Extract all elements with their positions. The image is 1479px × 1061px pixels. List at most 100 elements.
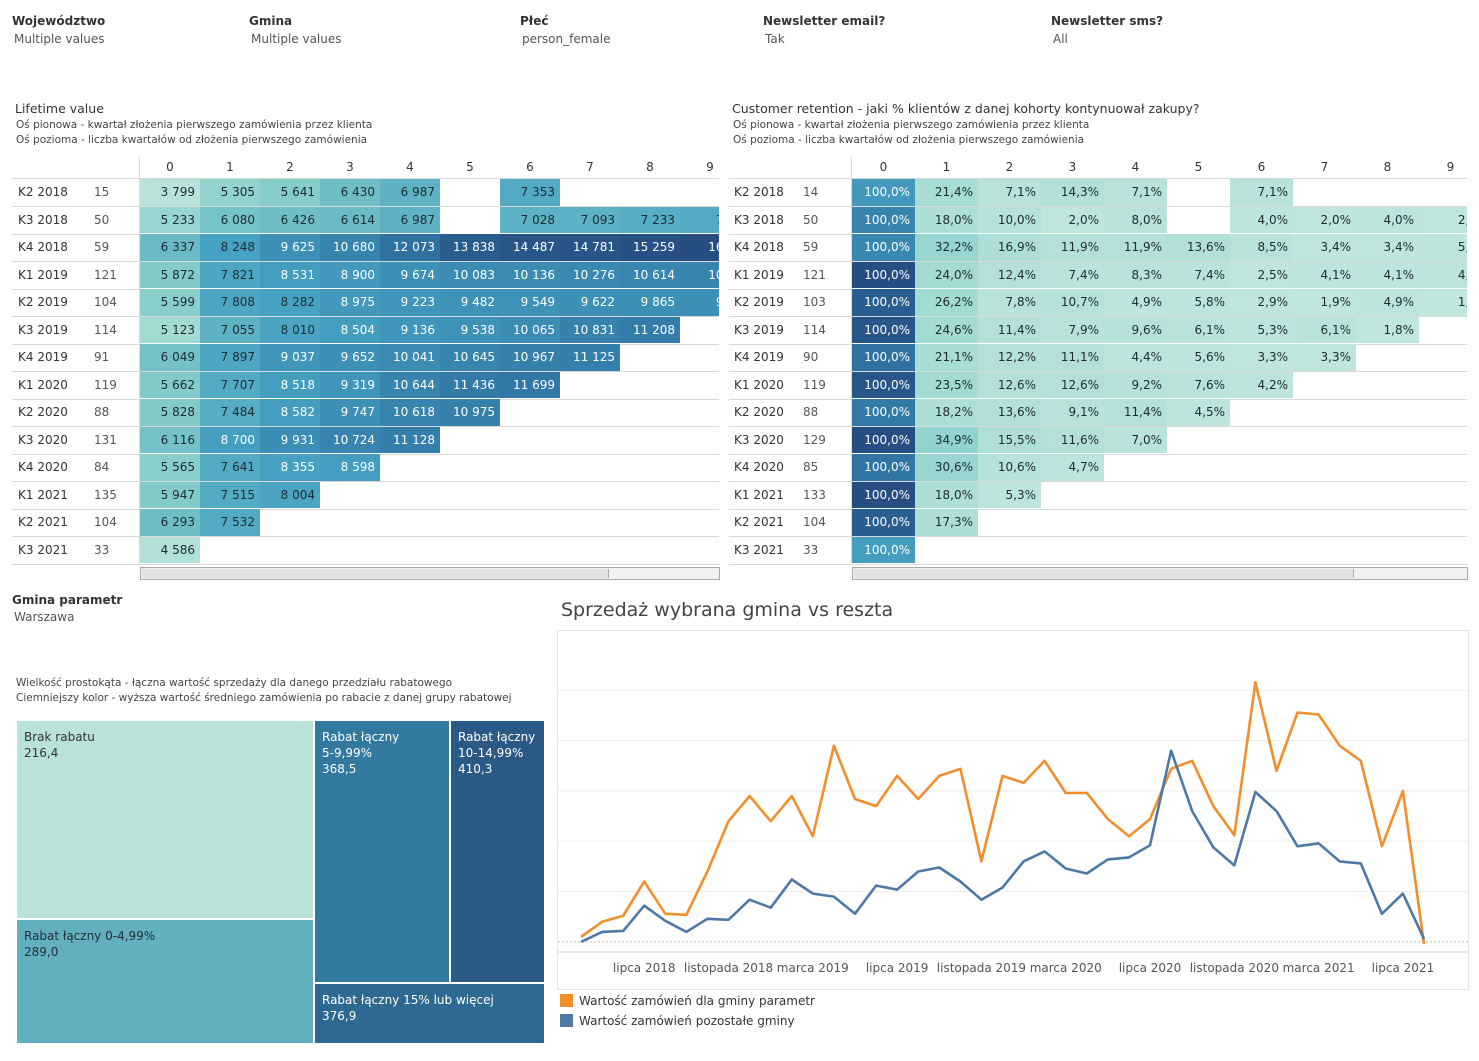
- heatmap-cell[interactable]: 9 622: [560, 289, 620, 316]
- heatmap-cell[interactable]: 14 487: [500, 234, 560, 261]
- heatmap-cell[interactable]: 24,6%: [915, 316, 978, 343]
- heatmap-cell[interactable]: 100,0%: [852, 206, 915, 233]
- heatmap-cell[interactable]: 6 049: [140, 344, 200, 371]
- legend-item-pozostale[interactable]: Wartość zamówień pozostałe gminy: [560, 1013, 795, 1029]
- heatmap-cell[interactable]: 14,3%: [1041, 179, 1104, 206]
- heatmap-cell[interactable]: 10 645: [440, 344, 500, 371]
- heatmap-cell[interactable]: 8 282: [260, 289, 320, 316]
- heatmap-cell[interactable]: 11,1%: [1041, 344, 1104, 371]
- heatmap-cell[interactable]: 100,0%: [852, 371, 915, 398]
- heatmap-cell[interactable]: 100,0%: [852, 399, 915, 426]
- scrollbar-thumb[interactable]: [142, 569, 609, 578]
- heatmap-cell[interactable]: 10 041: [380, 344, 440, 371]
- heatmap-cell[interactable]: 5 565: [140, 454, 200, 481]
- heatmap-cell[interactable]: 7,1%: [1104, 179, 1167, 206]
- heatmap-cell[interactable]: 4,7%: [1041, 454, 1104, 481]
- heatmap-cell[interactable]: 9 674: [380, 261, 440, 288]
- heatmap-cell[interactable]: 9 652: [320, 344, 380, 371]
- heatmap-cell[interactable]: 3,3%: [1230, 344, 1293, 371]
- heatmap-cell[interactable]: 34,9%: [915, 426, 978, 453]
- heatmap-cell[interactable]: 10 614: [620, 261, 680, 288]
- heatmap-cell[interactable]: 17,3%: [915, 509, 978, 536]
- heatmap-cell[interactable]: 8,3%: [1104, 261, 1167, 288]
- heatmap-cell[interactable]: 6 116: [140, 426, 200, 453]
- heatmap-cell[interactable]: 4,5%: [1167, 399, 1230, 426]
- heatmap-cell[interactable]: 4,1%: [1293, 261, 1356, 288]
- heatmap-cell[interactable]: 4,0%: [1356, 206, 1419, 233]
- heatmap-cell[interactable]: 10 680: [320, 234, 380, 261]
- heatmap-cell[interactable]: 9,6%: [1104, 316, 1167, 343]
- heatmap-cell[interactable]: 7 353: [500, 179, 560, 206]
- heatmap-cell[interactable]: 7,6%: [1167, 371, 1230, 398]
- treemap-brak-rabatu[interactable]: Brak rabatu 216,4: [16, 720, 314, 919]
- heatmap-cell[interactable]: 23,5%: [915, 371, 978, 398]
- heatmap-cell[interactable]: 8 598: [320, 454, 380, 481]
- ltv-scrollbar[interactable]: [140, 567, 720, 580]
- heatmap-cell[interactable]: 7,8%: [978, 289, 1041, 316]
- heatmap-cell[interactable]: 10 065: [500, 316, 560, 343]
- heatmap-cell[interactable]: 5 872: [140, 261, 200, 288]
- heatmap-cell[interactable]: 12,6%: [1041, 371, 1104, 398]
- heatmap-cell[interactable]: 21,1%: [915, 344, 978, 371]
- heatmap-cell[interactable]: 100,0%: [852, 316, 915, 343]
- heatmap-cell[interactable]: 9 538: [440, 316, 500, 343]
- treemap-rabat-10-14[interactable]: Rabat łączny 10-14,99% 410,3: [450, 720, 545, 983]
- filter-value[interactable]: person_female: [522, 32, 611, 46]
- heatmap-cell[interactable]: 10 136: [500, 261, 560, 288]
- heatmap-cell[interactable]: 15,5%: [978, 426, 1041, 453]
- heatmap-cell[interactable]: 5 305: [200, 179, 260, 206]
- heatmap-cell[interactable]: 10 724: [320, 426, 380, 453]
- legend-item-parametr[interactable]: Wartość zamówień dla gminy parametr: [560, 993, 815, 1009]
- heatmap-cell[interactable]: 9 625: [260, 234, 320, 261]
- heatmap-cell[interactable]: 6 987: [380, 179, 440, 206]
- heatmap-cell[interactable]: 100,0%: [852, 344, 915, 371]
- filter-value[interactable]: Tak: [765, 32, 785, 46]
- heatmap-cell[interactable]: 4,9%: [1104, 289, 1167, 316]
- heatmap-cell[interactable]: 30,6%: [915, 454, 978, 481]
- heatmap-cell[interactable]: 5,6%: [1167, 344, 1230, 371]
- heatmap-cell[interactable]: 9 136: [380, 316, 440, 343]
- heatmap-cell[interactable]: 32,2%: [915, 234, 978, 261]
- heatmap-cell[interactable]: 15 259: [620, 234, 680, 261]
- heatmap-cell[interactable]: 7 028: [500, 206, 560, 233]
- heatmap-cell[interactable]: 10 618: [380, 399, 440, 426]
- heatmap-cell[interactable]: 100,0%: [852, 234, 915, 261]
- heatmap-cell[interactable]: 9 037: [260, 344, 320, 371]
- heatmap-cell[interactable]: 4 586: [140, 536, 200, 563]
- heatmap-cell[interactable]: 2,0%: [1041, 206, 1104, 233]
- heatmap-cell[interactable]: 7 233: [620, 206, 680, 233]
- heatmap-cell[interactable]: 13,6%: [978, 399, 1041, 426]
- heatmap-cell[interactable]: 5,8%: [1167, 289, 1230, 316]
- heatmap-cell[interactable]: 100,0%: [852, 289, 915, 316]
- scrollbar-thumb[interactable]: [854, 569, 1354, 578]
- heatmap-cell[interactable]: 13 838: [440, 234, 500, 261]
- heatmap-cell[interactable]: 4,4%: [1104, 344, 1167, 371]
- heatmap-cell[interactable]: 10 644: [380, 371, 440, 398]
- heatmap-cell[interactable]: 10 276: [560, 261, 620, 288]
- heatmap-cell[interactable]: 16,9%: [978, 234, 1041, 261]
- heatmap-cell[interactable]: 8,5%: [1230, 234, 1293, 261]
- heatmap-cell[interactable]: 4,1%: [1356, 261, 1419, 288]
- heatmap-cell[interactable]: 12,6%: [978, 371, 1041, 398]
- filter-value[interactable]: All: [1053, 32, 1068, 46]
- heatmap-cell[interactable]: 11 699: [500, 371, 560, 398]
- heatmap-cell[interactable]: 12 073: [380, 234, 440, 261]
- heatmap-cell[interactable]: 9,2%: [1104, 371, 1167, 398]
- heatmap-cell[interactable]: 100,0%: [852, 536, 915, 563]
- heatmap-cell[interactable]: 14 781: [560, 234, 620, 261]
- treemap-rabat-0-4[interactable]: Rabat łączny 0-4,99% 289,0: [16, 919, 314, 1044]
- treemap-rabat-5-9[interactable]: Rabat łączny 5-9,99% 368,5: [314, 720, 450, 983]
- heatmap-cell[interactable]: 10 975: [440, 399, 500, 426]
- heatmap-cell[interactable]: 6 987: [380, 206, 440, 233]
- heatmap-cell[interactable]: 13,6%: [1167, 234, 1230, 261]
- heatmap-cell[interactable]: 2,9%: [1230, 289, 1293, 316]
- heatmap-cell[interactable]: 7,9%: [1041, 316, 1104, 343]
- heatmap-cell[interactable]: 24,0%: [915, 261, 978, 288]
- heatmap-cell[interactable]: 7 484: [200, 399, 260, 426]
- heatmap-cell[interactable]: 100,0%: [852, 481, 915, 508]
- heatmap-cell[interactable]: 9 223: [380, 289, 440, 316]
- heatmap-cell[interactable]: 9 319: [320, 371, 380, 398]
- heatmap-cell[interactable]: 100,0%: [852, 261, 915, 288]
- heatmap-cell[interactable]: 7,1%: [978, 179, 1041, 206]
- heatmap-cell[interactable]: 6 337: [140, 234, 200, 261]
